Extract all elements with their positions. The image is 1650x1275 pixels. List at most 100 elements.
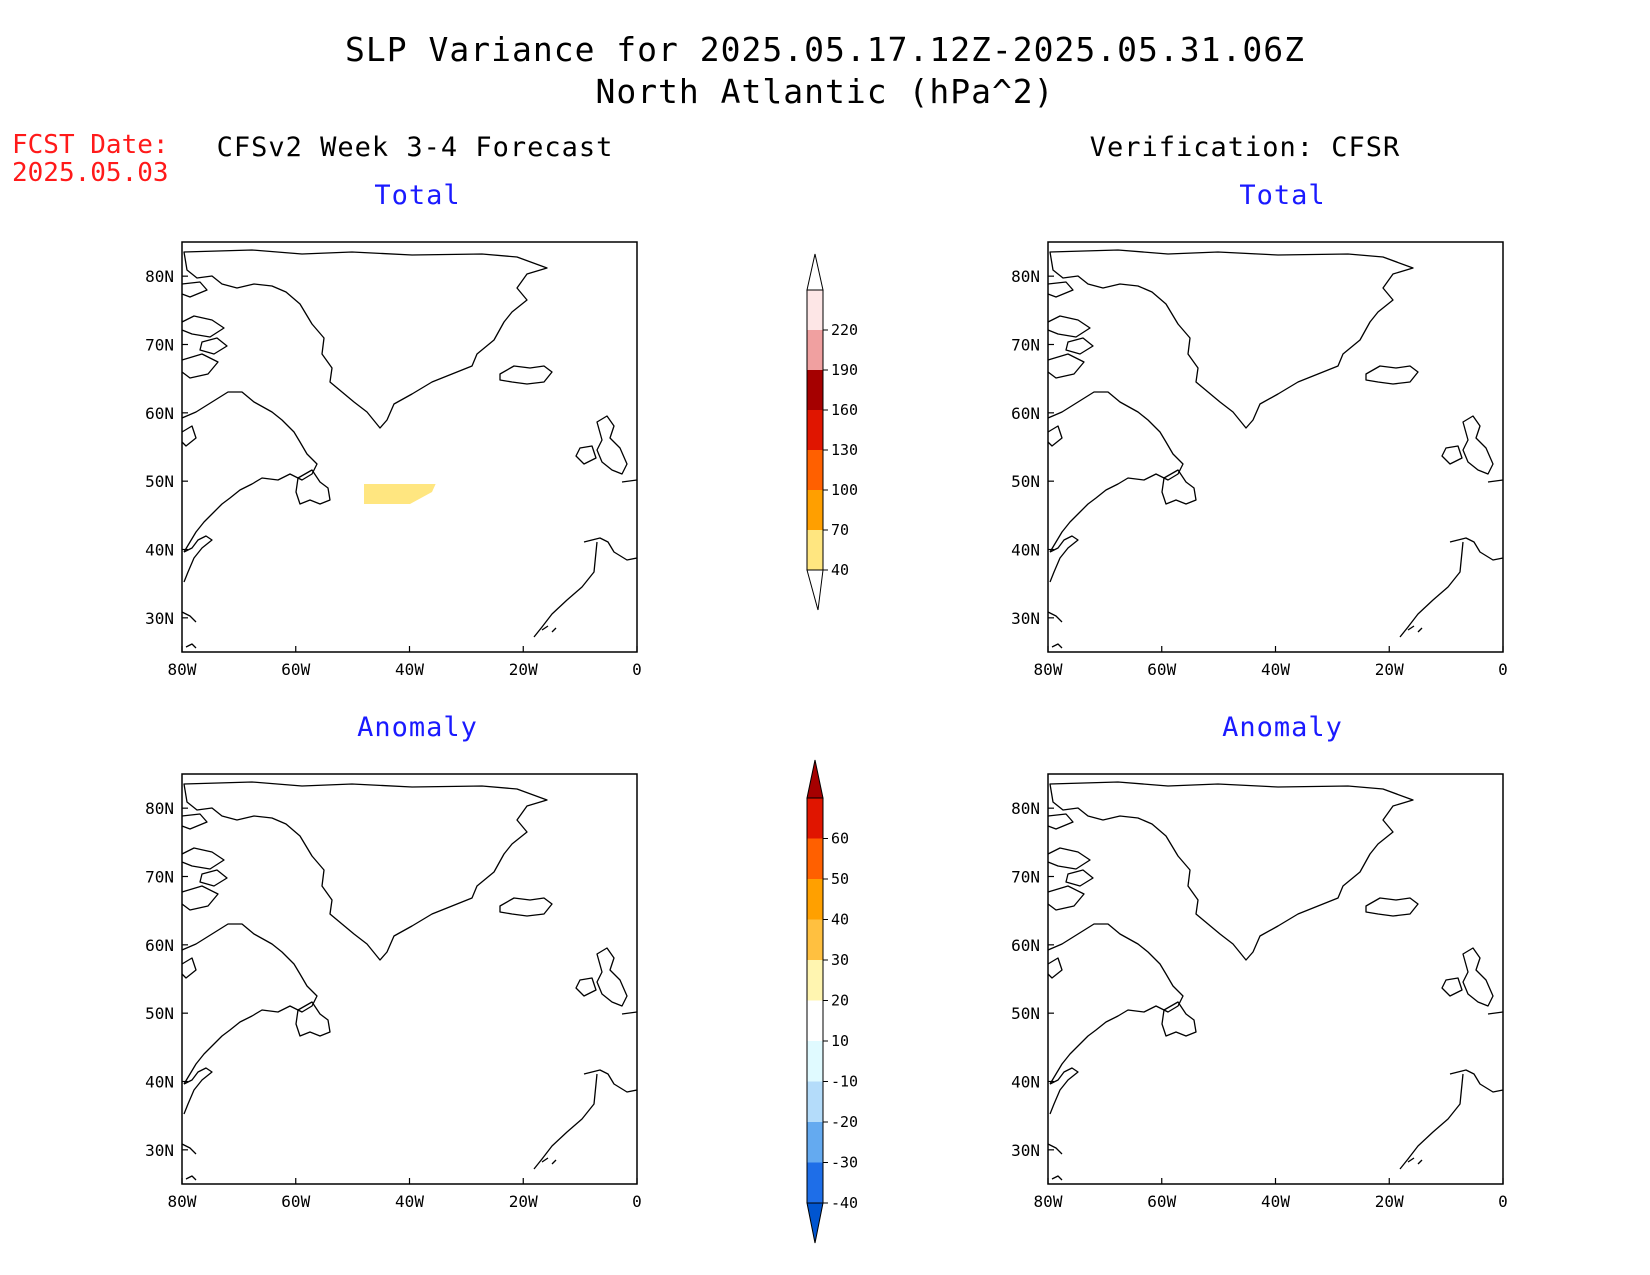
colorbar-segment — [807, 330, 823, 370]
lat-tick-label: 70N — [145, 868, 174, 887]
map-verification-anomaly — [1047, 773, 1504, 1185]
panel-title-forecast-anomaly: Anomaly — [357, 712, 478, 743]
lat-tick-label: 30N — [145, 609, 174, 628]
lon-tick-label: 40W — [395, 660, 424, 679]
panel-title-verification-total: Total — [1239, 180, 1326, 211]
lat-tick-label: 50N — [1011, 472, 1040, 491]
lat-tick-label: 60N — [1011, 404, 1040, 423]
colorbar-segment — [807, 1000, 823, 1041]
colorbar-label: -40 — [831, 1194, 858, 1212]
colorbar-bottom-triangle — [806, 1202, 824, 1244]
lat-tick-label: 60N — [145, 404, 174, 423]
colorbar-segment — [807, 960, 823, 1001]
lat-tick-label: 50N — [145, 1004, 174, 1023]
colorbar-label: 220 — [831, 321, 858, 339]
map-forecast-total — [181, 241, 638, 653]
lon-tick-label: 0 — [632, 1192, 642, 1211]
lat-tick-label: 30N — [1011, 609, 1040, 628]
colorbar-label: -30 — [831, 1154, 858, 1172]
colorbar-label: 50 — [831, 870, 849, 888]
colorbar-label: 40 — [831, 911, 849, 929]
lon-tick-label: 40W — [1261, 660, 1290, 679]
lat-tick-label: 80N — [1011, 267, 1040, 286]
colorbar-segment — [807, 410, 823, 450]
colorbar-segment — [807, 290, 823, 330]
lat-tick-label: 30N — [1011, 1141, 1040, 1160]
lon-tick-label: 20W — [509, 1192, 538, 1211]
lat-tick-label: 80N — [1011, 799, 1040, 818]
map-verification-total — [1047, 241, 1504, 653]
lon-tick-label: 20W — [509, 660, 538, 679]
figure-title-line2: North Atlantic (hPa^2) — [595, 72, 1055, 111]
colorbar-segment — [807, 798, 823, 839]
colorbar-anomaly: -40 -30 -20 -10 10 20 30 40 50 60 — [806, 759, 858, 1244]
colorbar-segment — [807, 370, 823, 410]
lat-tick-label: 50N — [1011, 1004, 1040, 1023]
colorbar-top-triangle — [806, 253, 824, 291]
colorbar-segment — [807, 1122, 823, 1163]
colorbar-segment — [807, 530, 823, 570]
lat-tick-label: 60N — [145, 936, 174, 955]
panel-title-forecast-total: Total — [374, 180, 461, 211]
colorbar-bottom-triangle — [806, 569, 824, 611]
lat-tick-label: 40N — [1011, 541, 1040, 560]
colorbar-label: 160 — [831, 401, 858, 419]
lon-tick-label: 0 — [1498, 1192, 1508, 1211]
lon-tick-label: 0 — [632, 660, 642, 679]
lat-tick-label: 40N — [1011, 1073, 1040, 1092]
lon-tick-label: 60W — [281, 660, 310, 679]
colorbar-frame — [806, 289, 824, 571]
lat-tick-label: 40N — [145, 1073, 174, 1092]
colorbar-segment — [807, 450, 823, 490]
colorbar-total: 40 70 100 130 160 190 220 — [806, 253, 858, 611]
lat-tick-label: 80N — [145, 799, 174, 818]
lon-tick-label: 40W — [1261, 1192, 1290, 1211]
fcst-date-label: FCST Date: — [12, 130, 169, 160]
panel-title-verification-anomaly: Anomaly — [1222, 712, 1343, 743]
colorbar-label: 30 — [831, 951, 849, 969]
colorbar-top-triangle — [806, 759, 824, 799]
colorbar-label: 190 — [831, 361, 858, 379]
colorbar-label: -20 — [831, 1113, 858, 1131]
lon-tick-label: 80W — [1034, 1192, 1063, 1211]
lon-tick-label: 20W — [1375, 660, 1404, 679]
lon-tick-label: 60W — [281, 1192, 310, 1211]
lat-tick-label: 80N — [145, 267, 174, 286]
colorbar-segment — [807, 1041, 823, 1082]
colorbar-label: 10 — [831, 1032, 849, 1050]
lon-tick-label: 20W — [1375, 1192, 1404, 1211]
lat-tick-label: 70N — [1011, 336, 1040, 355]
column-title-forecast: CFSv2 Week 3-4 Forecast — [216, 132, 614, 163]
lat-tick-label: 70N — [1011, 868, 1040, 887]
colorbar-segment — [807, 879, 823, 920]
lon-tick-label: 40W — [395, 1192, 424, 1211]
colorbar-label: 130 — [831, 441, 858, 459]
map-forecast-anomaly — [181, 773, 638, 1185]
lat-tick-label: 50N — [145, 472, 174, 491]
colorbar-label: 40 — [831, 561, 849, 579]
colorbar-label: 60 — [831, 830, 849, 848]
column-title-verification: Verification: CFSR — [1089, 132, 1401, 163]
lon-tick-label: 60W — [1147, 660, 1176, 679]
colorbar-segment — [807, 919, 823, 960]
lat-tick-label: 70N — [145, 336, 174, 355]
colorbar-label: -10 — [831, 1073, 858, 1091]
colorbar-segment — [807, 490, 823, 530]
lat-tick-label: 40N — [145, 541, 174, 560]
colorbar-label: 100 — [831, 481, 858, 499]
figure-title-line1: SLP Variance for 2025.05.17.12Z-2025.05.… — [345, 30, 1305, 69]
lon-tick-label: 80W — [168, 1192, 197, 1211]
colorbar-label: 20 — [831, 992, 849, 1010]
lat-tick-label: 60N — [1011, 936, 1040, 955]
colorbar-label: 70 — [831, 521, 849, 539]
colorbar-segment — [807, 1081, 823, 1122]
lon-tick-label: 60W — [1147, 1192, 1176, 1211]
lon-tick-label: 80W — [168, 660, 197, 679]
variance-40-70-shading — [364, 484, 436, 504]
lon-tick-label: 80W — [1034, 660, 1063, 679]
colorbar-segment — [807, 838, 823, 879]
colorbar-segment — [807, 1162, 823, 1203]
fcst-date-value: 2025.05.03 — [12, 158, 169, 188]
lat-tick-label: 30N — [145, 1141, 174, 1160]
